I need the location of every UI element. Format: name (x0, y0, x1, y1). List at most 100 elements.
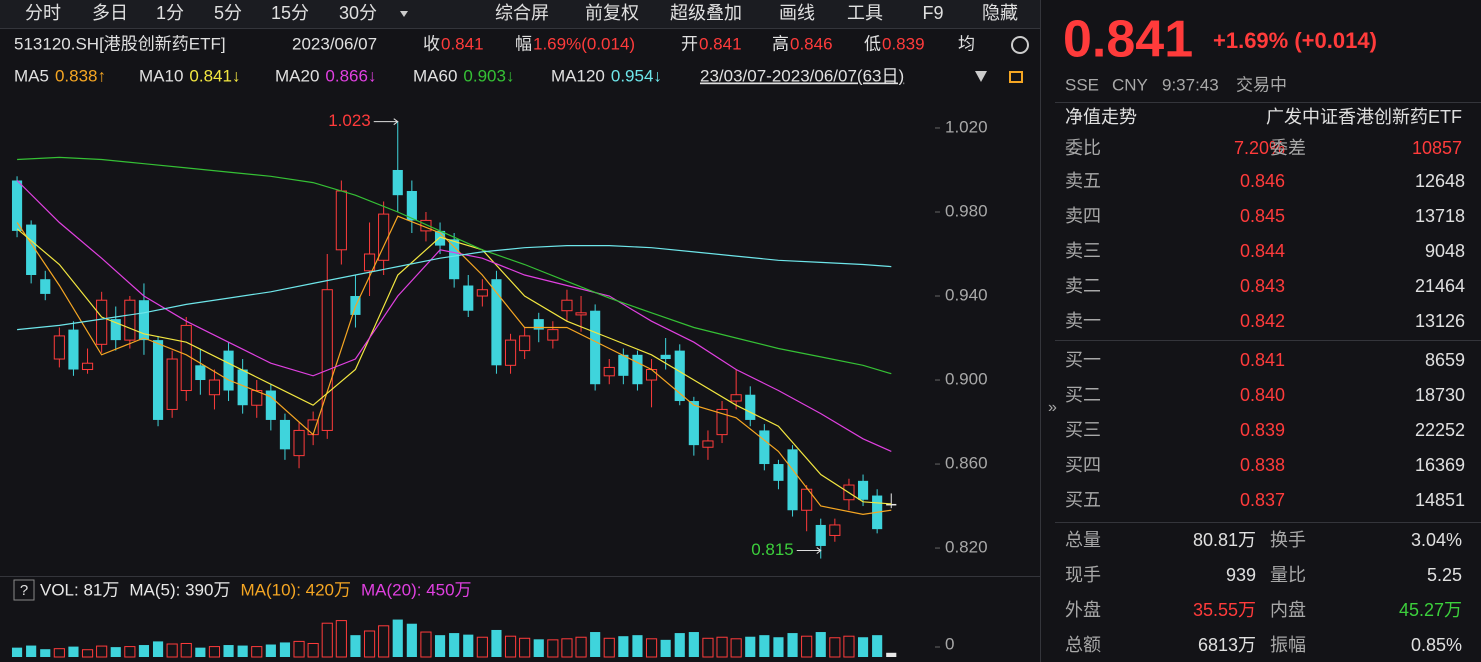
volume-bar (26, 645, 37, 657)
volume-bar (53, 648, 65, 658)
volume-bar (716, 636, 728, 658)
help-icon[interactable] (13, 579, 35, 601)
volume-bar (632, 635, 643, 657)
volume-bar (11, 647, 23, 657)
tool-button[interactable]: 工具 (847, 3, 883, 23)
volume-bar (618, 636, 629, 657)
candle-body (575, 312, 587, 316)
candle-body (68, 329, 79, 370)
candle-body (208, 379, 221, 396)
candle-body (434, 230, 446, 246)
security-code: 513120.SH[港股创新药ETF] (14, 34, 226, 53)
candle-body (787, 449, 798, 511)
legend-value: 0.903↓ (463, 66, 514, 85)
volume-bar (237, 645, 248, 657)
volume-bar (533, 639, 544, 657)
volume-bar (491, 629, 502, 657)
book-price: 0.844 (1240, 241, 1285, 261)
volume-bar (463, 634, 474, 657)
candle-body (716, 408, 728, 436)
volume-bar (152, 641, 164, 657)
volume-bar (575, 636, 587, 658)
candle-body (857, 480, 869, 500)
volume-bar (857, 637, 869, 657)
y-tick-label: 0 (945, 634, 954, 653)
volume-bar (350, 635, 361, 657)
period-tab[interactable]: 5分 (214, 3, 242, 23)
fund-name: 广发中证香港创新药ETF (1266, 107, 1462, 127)
book-label: 卖一 (1065, 311, 1101, 331)
legend-name: MA20 (275, 66, 319, 85)
candle-body (392, 169, 403, 196)
candle-body (730, 394, 742, 402)
candle-body (491, 279, 502, 366)
period-tab[interactable]: 1分 (156, 3, 184, 23)
dropdown-icon[interactable] (400, 11, 408, 17)
settings-icon[interactable] (1011, 36, 1029, 54)
stat-value: 3.04% (1411, 530, 1462, 550)
candle-body (702, 440, 714, 448)
panel-title[interactable]: 净值走势 (1065, 107, 1137, 127)
period-tab[interactable]: 30分 (339, 3, 377, 23)
volume-bar (265, 644, 276, 657)
date-range[interactable]: 23/03/07-2023/06/07(63日) (700, 66, 904, 85)
candle-body (561, 299, 573, 312)
volume-bar (406, 623, 417, 657)
tool-button[interactable]: 隐藏 (982, 3, 1018, 23)
period-tab[interactable]: 分时 (25, 3, 61, 23)
volume-bar (519, 637, 531, 658)
book-volume: 13718 (1415, 206, 1465, 226)
volume-bar (815, 632, 826, 657)
book-price: 0.845 (1240, 206, 1285, 226)
book-volume: 8659 (1425, 350, 1465, 370)
book-price: 0.838 (1240, 455, 1285, 475)
volume-bar (81, 649, 94, 658)
tool-button[interactable]: 前复权 (585, 3, 639, 23)
candle-body (223, 350, 234, 391)
volume-bar (251, 646, 263, 658)
period-tab[interactable]: 多日 (92, 3, 128, 23)
help-icon[interactable]: ? (20, 582, 28, 599)
candle-body (335, 190, 347, 251)
tool-button[interactable]: F9 (922, 3, 943, 23)
volume-legend: MA(5): 390万 (129, 580, 230, 599)
last-price: 0.841 (1063, 11, 1193, 69)
tool-button[interactable]: 画线 (779, 3, 815, 23)
change: +1.69% (+0.014) (1213, 28, 1377, 53)
dropdown-icon[interactable] (975, 71, 987, 82)
tool-button[interactable]: 综合屏 (495, 3, 549, 23)
lock-icon[interactable] (1009, 71, 1023, 83)
volume-bar (321, 622, 333, 658)
book-label: 卖三 (1065, 241, 1101, 261)
diff: 10857 (1412, 138, 1462, 158)
candle-body (745, 394, 756, 420)
candle-body (378, 213, 390, 261)
volume-bar (801, 635, 813, 658)
y-tick-label: 1.020 (945, 117, 988, 136)
candle-body (96, 299, 108, 345)
stat-label: 总量 (1065, 530, 1101, 550)
book-volume: 9048 (1425, 241, 1465, 261)
candle-body (463, 285, 474, 311)
exchange: SSE (1065, 75, 1099, 94)
expand-icon[interactable]: » (1048, 399, 1057, 416)
stat-value: 5.25 (1427, 565, 1462, 585)
stat-label: 换手 (1270, 530, 1306, 550)
annotation-label: 1.023 (328, 111, 371, 130)
volume-bar (392, 619, 403, 657)
tool-button[interactable]: 超级叠加 (670, 3, 742, 23)
legend-name: MA5 (14, 66, 49, 85)
legend-value: 0.954↓ (611, 66, 662, 85)
volume-bar (166, 643, 178, 658)
legend-value: 0.841↓ (189, 66, 240, 85)
field-label: 低 (864, 34, 881, 53)
ma-line (17, 245, 892, 331)
book-label: 买二 (1065, 385, 1101, 405)
volume-bar (702, 637, 714, 658)
candle-body (632, 354, 643, 385)
candle-body (533, 319, 544, 330)
diff-label: 委差 (1270, 138, 1306, 158)
period-tab[interactable]: 15分 (271, 3, 309, 23)
legend-value: 0.838↑ (55, 66, 106, 85)
book-price: 0.846 (1240, 171, 1285, 191)
